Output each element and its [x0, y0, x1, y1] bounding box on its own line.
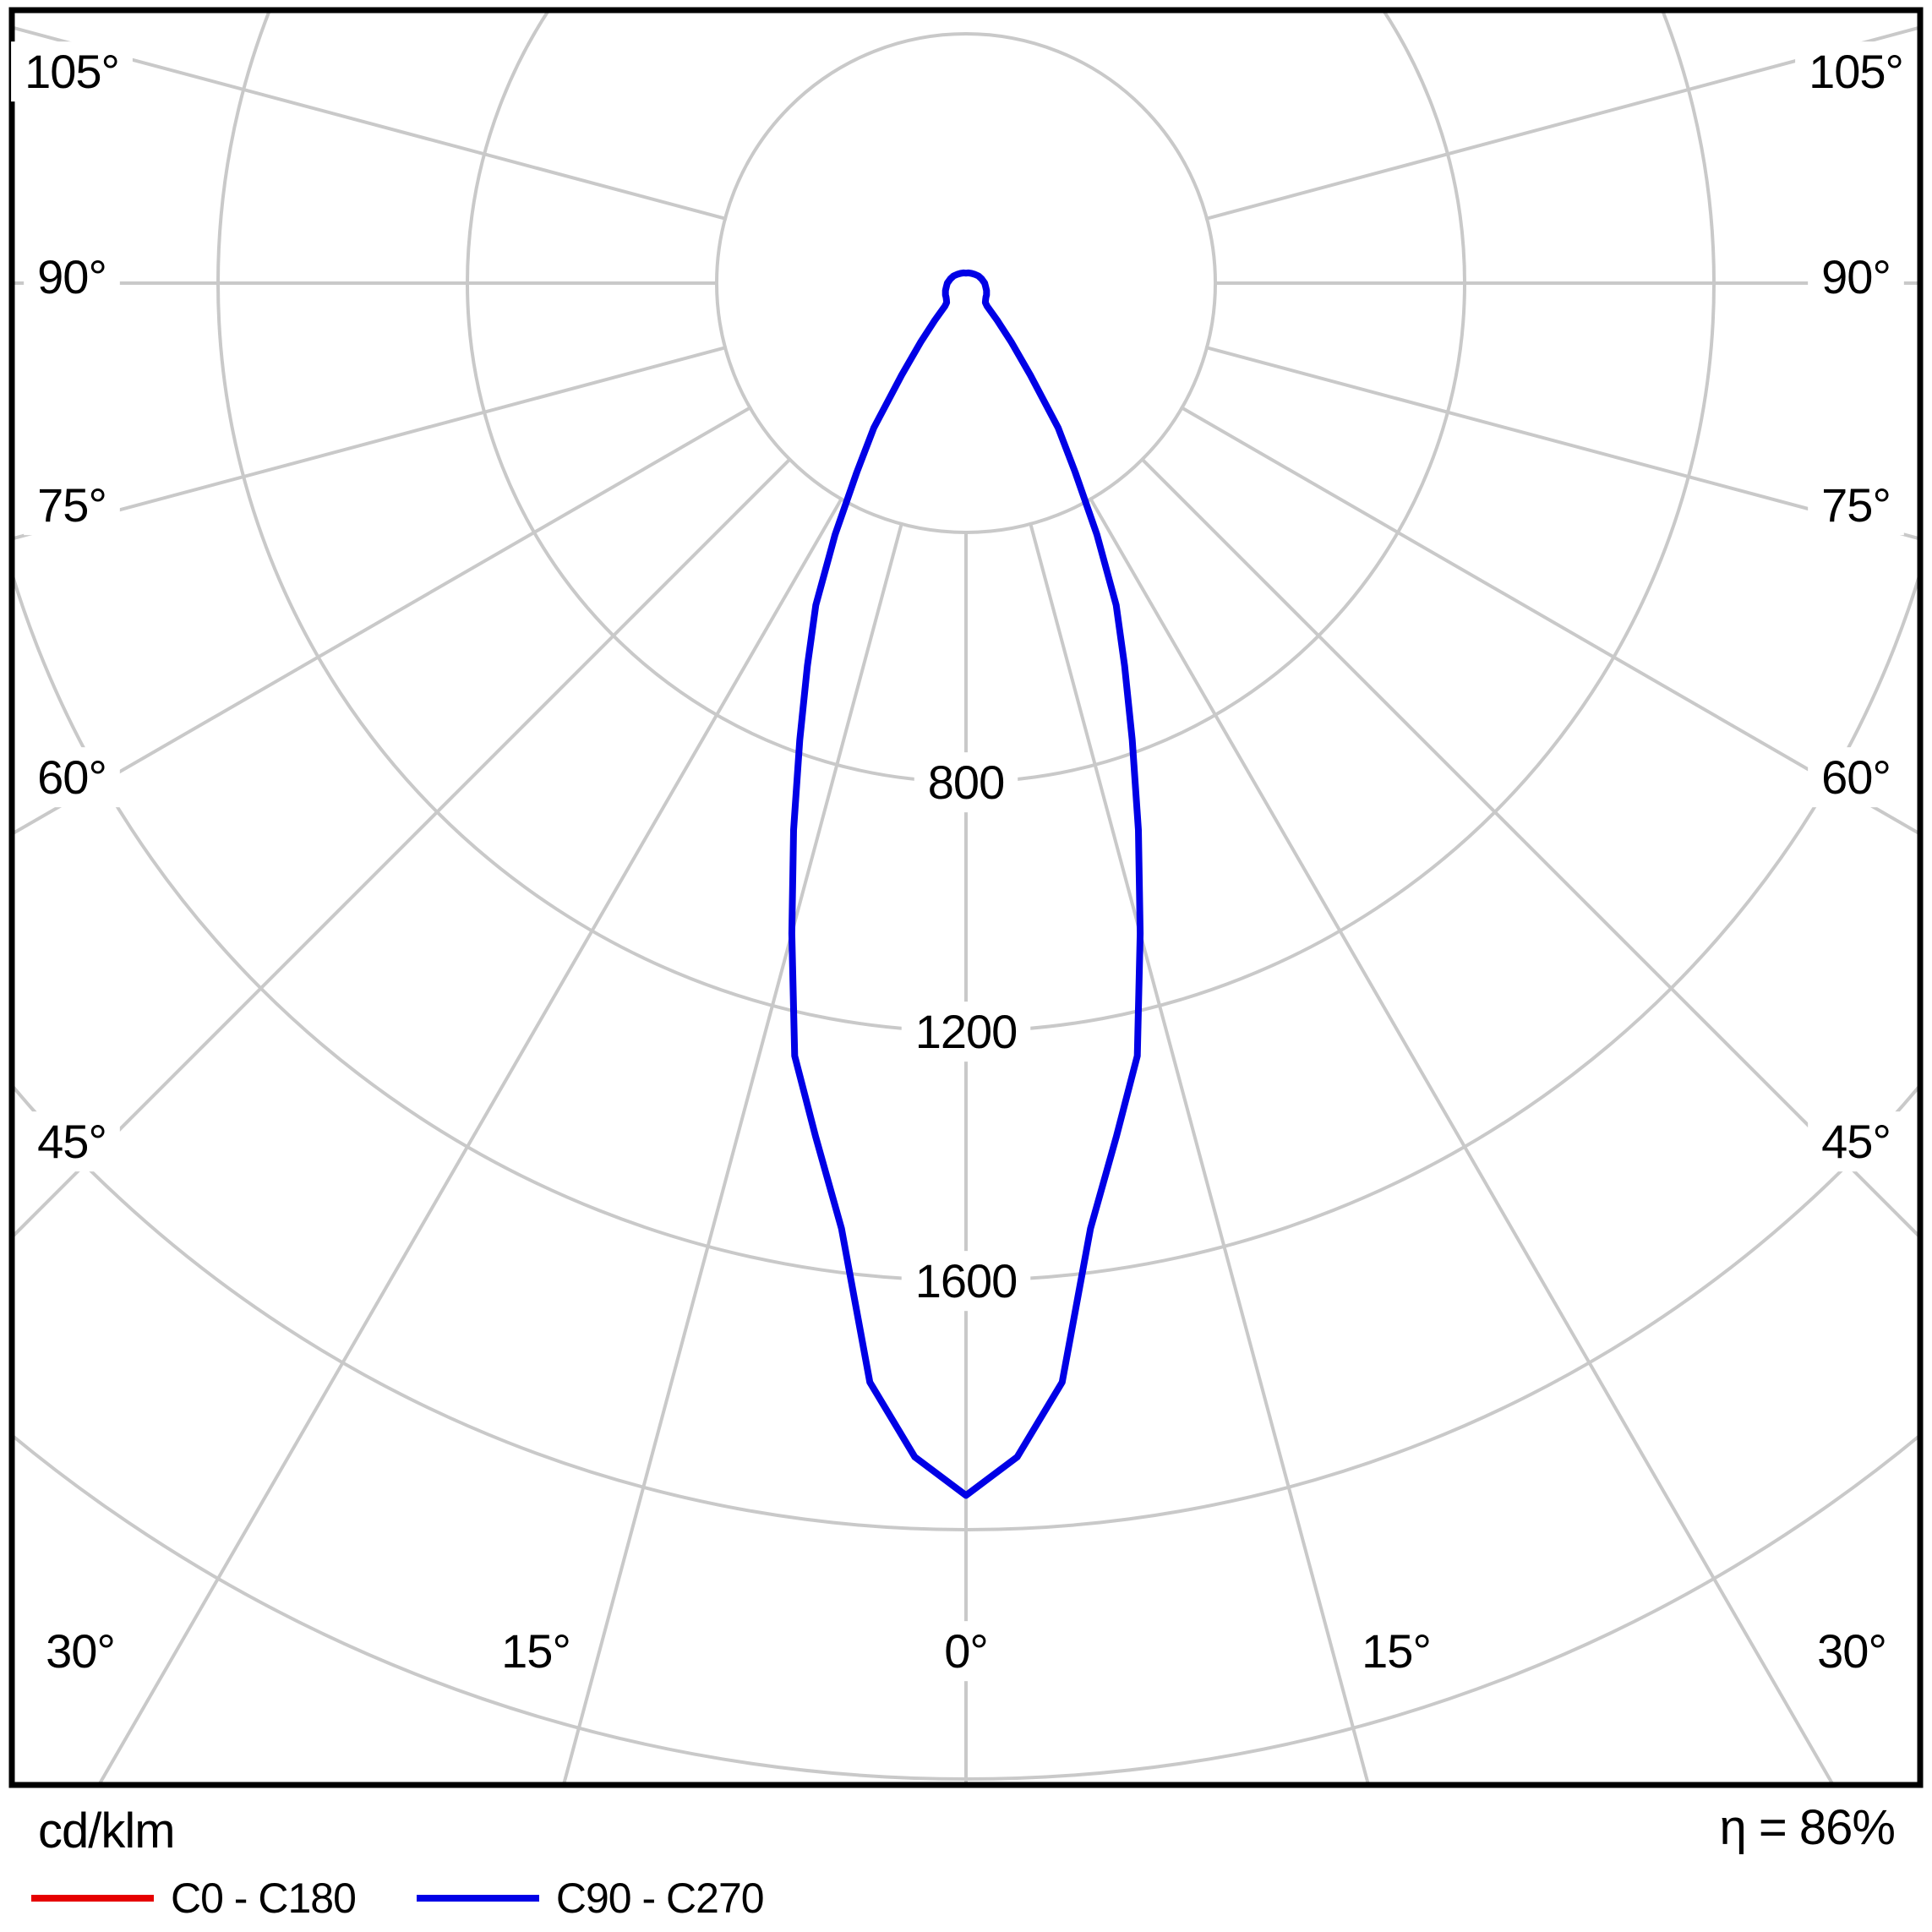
angle-label-left-60-bg: [24, 747, 120, 808]
angle-label-bottom-4-30-bg: [1804, 1621, 1900, 1682]
angle-label-bottom-1-15-bg: [488, 1621, 584, 1682]
grid-spoke-left-30: [96, 496, 844, 1785]
angle-label-left-90-bg: [24, 247, 120, 308]
axis-labels: 800 1200 1600 105° 105° 90° 90° 75° 75° 60° 60° 45°…: [11, 41, 1917, 1682]
plot-border: [8, 7, 1924, 1788]
angle-label-left-75-bg: [24, 475, 120, 536]
ring-label-800-bg: [914, 752, 1018, 813]
angle-label-bottom-2-0: 0°: [944, 1624, 988, 1678]
angle-label-right-105: 105°: [1809, 45, 1903, 98]
grid-spoke-left-75: [12, 345, 728, 541]
legend: C0 - C180 C90 - C270: [31, 1873, 765, 1924]
angle-label-left-45: 45°: [37, 1115, 106, 1168]
angle-label-right-75: 75°: [1821, 478, 1891, 532]
grid-spoke-right-30: [1088, 496, 1836, 1785]
angle-label-right-105-bg: [1795, 41, 1917, 102]
angle-label-left-45-bg: [24, 1111, 120, 1172]
grid-spoke-left-45: [12, 456, 793, 1240]
angle-label-left-90: 90°: [37, 250, 106, 303]
legend-label-c0-c180: C0 - C180: [171, 1875, 357, 1922]
grid-spoke-left-105: [12, 25, 728, 221]
curve-c90-c270: [788, 269, 1144, 1499]
grid-spoke-right-105: [1204, 25, 1920, 221]
angle-label-left-105: 105°: [25, 45, 119, 98]
angle-label-bottom-2-0-bg: [931, 1621, 1001, 1682]
angle-label-bottom-0-30-bg: [32, 1621, 128, 1682]
angle-label-bottom-3-15-bg: [1348, 1621, 1444, 1682]
angle-label-left-105-bg: [11, 41, 133, 102]
legend-item-c90-c270: C90 - C270: [416, 1875, 765, 1922]
angle-label-right-45: 45°: [1821, 1115, 1891, 1168]
grid-spoke-right-60: [1179, 405, 1920, 837]
angle-label-bottom-0-30: 30°: [46, 1624, 115, 1678]
angle-label-bottom-3-15: 15°: [1362, 1624, 1431, 1678]
grid-spoke-left-15: [561, 521, 904, 1785]
angle-label-right-90-bg: [1808, 247, 1904, 308]
grid-spoke-right-45: [1139, 456, 1920, 1240]
ring-label-1600: 1600: [915, 1254, 1018, 1307]
angle-label-left-75: 75°: [37, 478, 106, 532]
ring-label-1600-bg: [901, 1251, 1031, 1312]
ring-label-800: 800: [928, 756, 1004, 809]
ring-label-1200: 1200: [915, 1005, 1018, 1058]
grid-spoke-right-15: [1028, 521, 1371, 1785]
angle-label-bottom-4-30: 30°: [1817, 1624, 1886, 1678]
efficiency-value: η = 86%: [1719, 1800, 1896, 1855]
unit-label: cd/klm: [38, 1804, 176, 1858]
angle-label-bottom-1-15: 15°: [501, 1624, 570, 1678]
ring-label-1200-bg: [901, 1001, 1031, 1062]
legend-line-red-icon: [31, 1895, 154, 1902]
grid-spoke-left-60: [12, 405, 753, 837]
angle-label-right-45-bg: [1808, 1111, 1904, 1172]
legend-item-c0-c180: C0 - C180: [31, 1875, 357, 1922]
legend-label-c90-c270: C90 - C270: [555, 1875, 765, 1922]
angle-label-right-60-bg: [1808, 747, 1904, 808]
grid-spoke-right-75: [1204, 345, 1920, 541]
angle-label-left-60: 60°: [37, 750, 106, 804]
angle-label-right-90: 90°: [1821, 250, 1891, 303]
angle-label-right-75-bg: [1808, 475, 1904, 536]
angle-label-right-60: 60°: [1821, 750, 1891, 804]
legend-line-blue-icon: [416, 1895, 539, 1902]
